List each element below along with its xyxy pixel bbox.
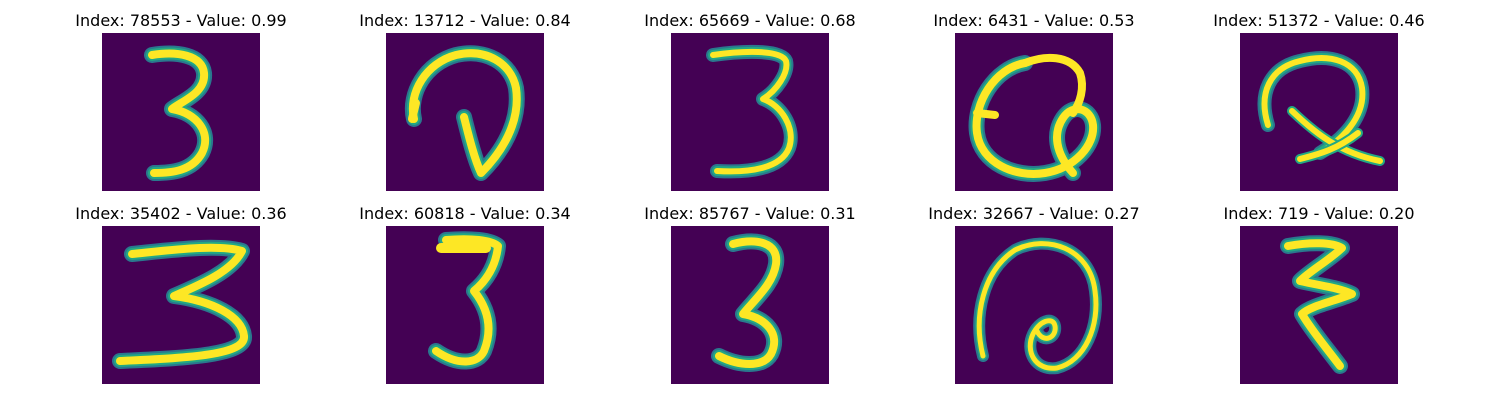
digit-image — [386, 33, 544, 191]
panel-title: Index: 6431 - Value: 0.53 — [933, 11, 1135, 30]
digit-image — [102, 33, 260, 191]
panel-title: Index: 51372 - Value: 0.46 — [1213, 11, 1425, 30]
panel-title: Index: 60818 - Value: 0.34 — [359, 204, 571, 223]
panel-title: Index: 719 - Value: 0.20 — [1223, 204, 1415, 223]
panel-title: Index: 13712 - Value: 0.84 — [359, 11, 571, 30]
panel-title: Index: 65669 - Value: 0.68 — [644, 11, 856, 30]
digit-image — [102, 226, 260, 384]
panel-title: Index: 35402 - Value: 0.36 — [75, 204, 287, 223]
digit-image — [1240, 226, 1398, 384]
digit-image — [955, 226, 1113, 384]
digit-image — [386, 226, 544, 384]
panel-title: Index: 78553 - Value: 0.99 — [75, 11, 287, 30]
digit-image — [671, 226, 829, 384]
panel-title: Index: 85767 - Value: 0.31 — [644, 204, 856, 223]
digit-image — [1240, 33, 1398, 191]
digit-image — [671, 33, 829, 191]
panel-title: Index: 32667 - Value: 0.27 — [928, 204, 1140, 223]
digit-image — [955, 33, 1113, 191]
